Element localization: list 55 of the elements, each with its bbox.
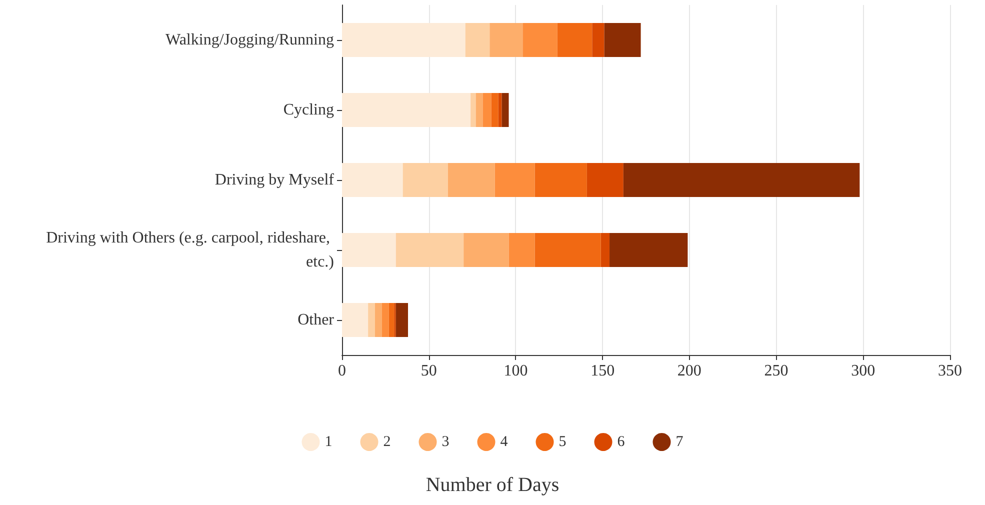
bar: [498, 93, 502, 127]
x-tick-label: 350: [938, 362, 962, 380]
bar: [508, 233, 535, 267]
bar: [600, 233, 610, 267]
bar: [534, 163, 587, 197]
bar: [448, 163, 495, 197]
legend-title: Number of Days: [426, 474, 560, 496]
y-tick-label: Walking/Jogging/Running: [166, 32, 334, 48]
x-tick-label: 50: [420, 362, 437, 380]
bar: [610, 233, 688, 267]
y-tick-label: Cycling: [283, 102, 334, 118]
legend-label: 2: [383, 434, 391, 450]
bar: [375, 303, 382, 337]
bar: [342, 163, 403, 197]
bar: [502, 93, 509, 127]
bar: [522, 23, 558, 57]
y-tick-label: Driving with Others (e.g. carpool, rideshare, etc.): [46, 230, 334, 270]
bar: [368, 303, 376, 337]
bar: [586, 163, 624, 197]
bar: [388, 303, 394, 337]
bar: [623, 163, 860, 197]
bar: [382, 303, 389, 337]
legend-label: 5: [558, 434, 566, 450]
bar: [342, 93, 471, 127]
x-tick-label: 200: [677, 362, 702, 380]
x-tick-label: 100: [504, 362, 528, 380]
bar: [494, 163, 535, 197]
bar: [482, 93, 492, 127]
y-tick-label: Other: [298, 312, 335, 328]
bar: [476, 93, 483, 127]
bar: [465, 23, 490, 57]
bar: [464, 233, 509, 267]
bar: [592, 23, 604, 57]
x-tick-label: 250: [764, 362, 788, 380]
bar: [402, 163, 448, 197]
y-tick-label: Driving by Myself: [214, 172, 335, 188]
bar: [342, 303, 368, 337]
legend-label: 6: [617, 434, 626, 450]
bar: [557, 23, 592, 57]
bar: [396, 303, 408, 337]
bar: [396, 233, 464, 267]
x-tick-label: 150: [590, 362, 615, 380]
bar: [604, 23, 641, 57]
bar: [470, 93, 476, 127]
bar: [490, 23, 523, 57]
legend-label: 1: [324, 434, 332, 450]
legend-label: 4: [500, 434, 508, 450]
bar: [491, 93, 498, 127]
legend-label: 7: [676, 434, 684, 450]
x-tick-label: 0: [338, 362, 346, 380]
legend-label: 3: [442, 434, 450, 450]
x-tick-label: 300: [851, 362, 876, 380]
bar: [342, 23, 466, 57]
bar: [342, 233, 396, 267]
bar: [534, 233, 601, 267]
